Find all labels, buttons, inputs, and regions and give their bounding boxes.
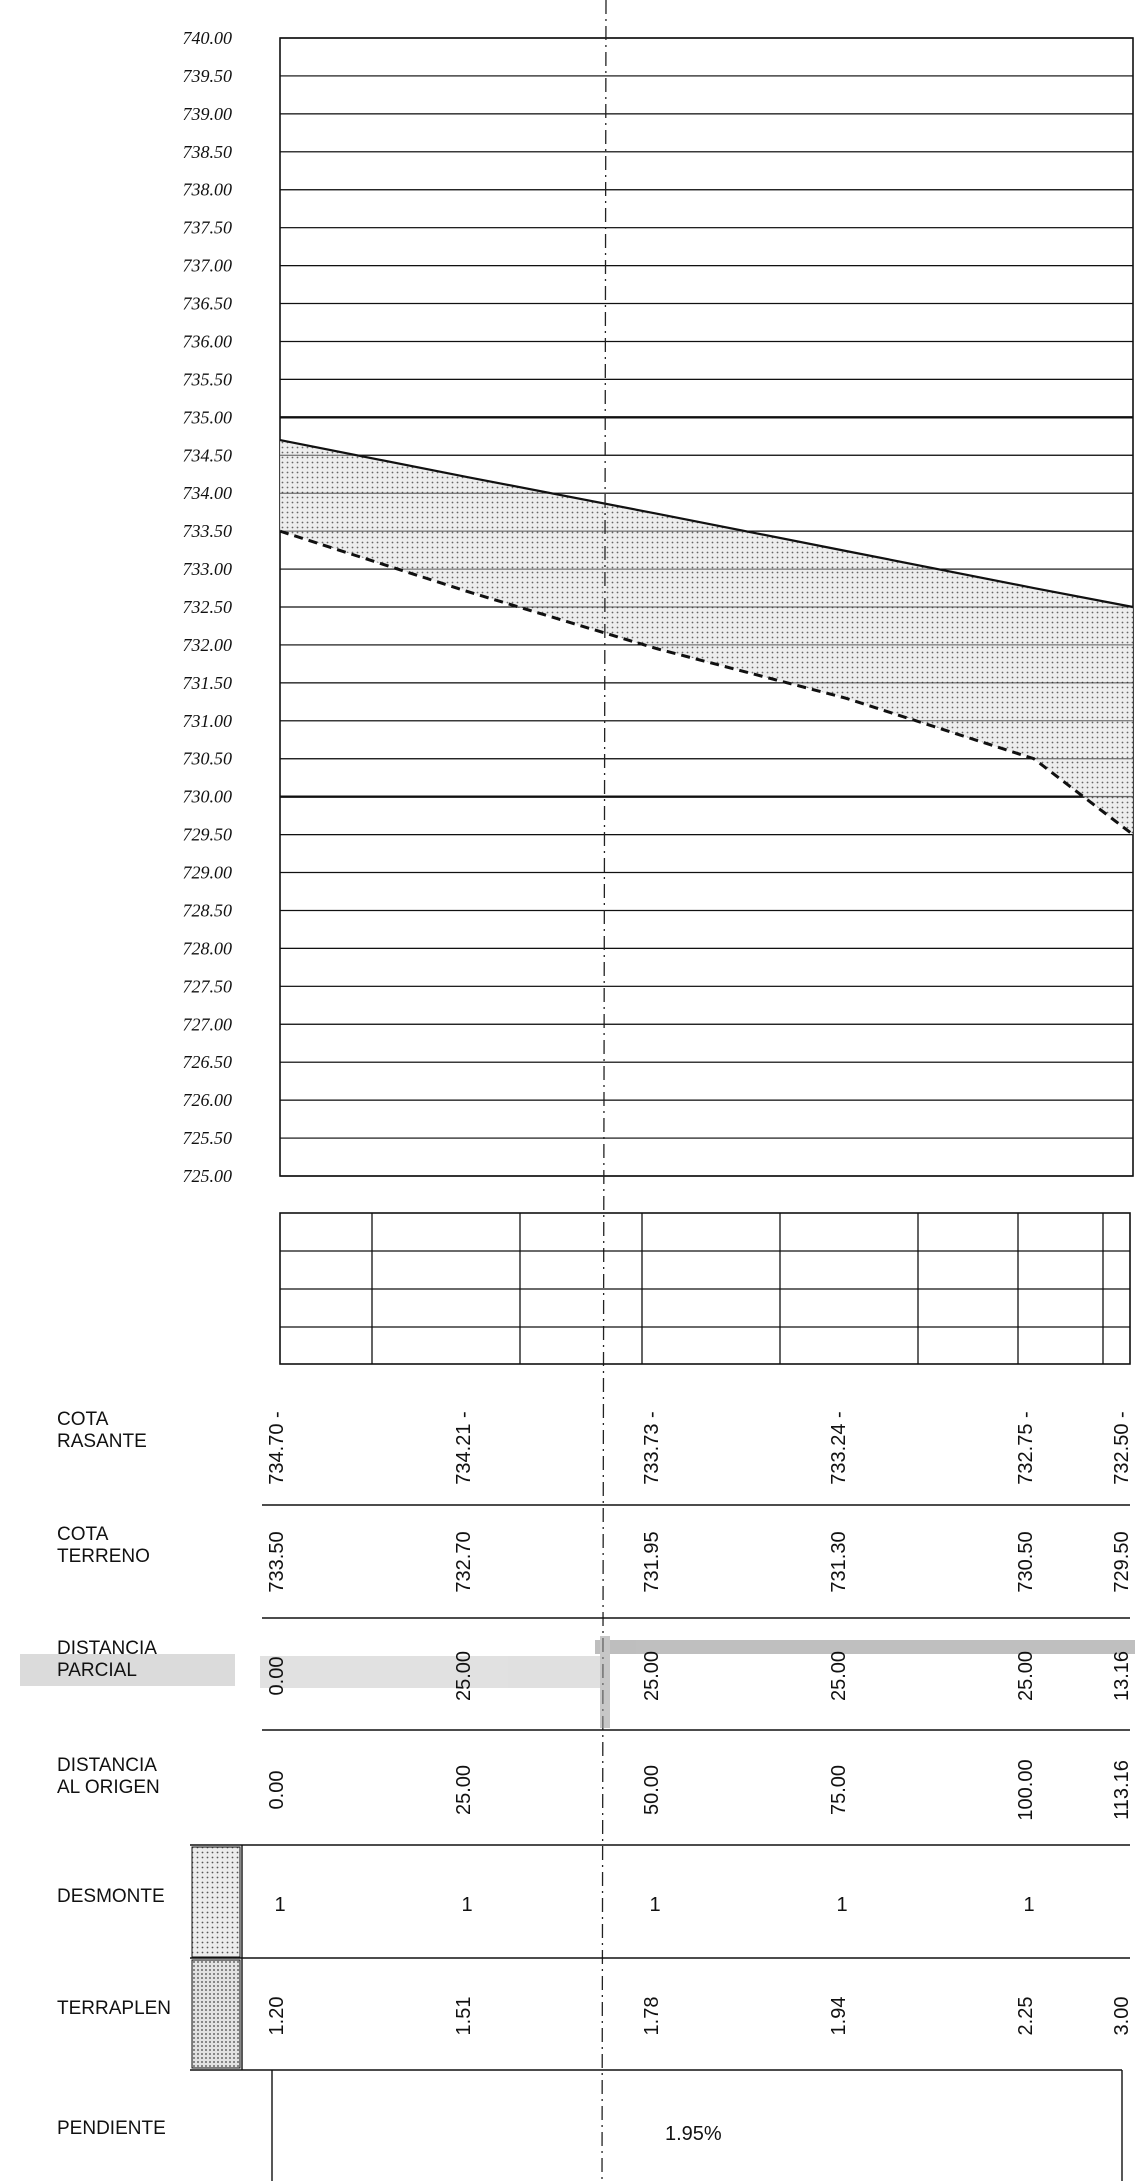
desmonte-legend-swatch [191,1846,241,1958]
table-cell-value: 25.00 [1015,1651,1037,1701]
table-cell-value: 113.16 [1111,1760,1133,1820]
elevation-tick-label: 729.00 [183,863,233,883]
elevation-tick-label: 738.50 [183,142,233,162]
elevation-tick-label: 732.50 [183,597,233,617]
elevation-tick-label: 734.00 [183,483,233,503]
elevation-tick-label: 727.00 [183,1014,233,1034]
table-cell-value: 1 [274,1894,285,1916]
elevation-tick-label: 726.00 [183,1090,233,1110]
table-cell-value: 1 [1023,1894,1034,1916]
table-cell-value: 732.70 [453,1531,475,1592]
pendiente-label: PENDIENTE [57,2118,166,2139]
table-cell-value: 732.75 - [1015,1411,1037,1484]
table-cell-value: 734.21 - [453,1411,475,1484]
table-cell-value: 730.50 [1015,1531,1037,1592]
table-cell-value: 13.16 [1111,1651,1133,1701]
table-cell-value: 2.25 [1015,1997,1037,2036]
elevation-tick-label: 740.00 [183,28,233,48]
elevation-tick-label: 737.50 [183,218,233,238]
row-label: COTA [57,1524,109,1545]
table-cell-value: 732.50 - [1111,1411,1133,1484]
elevation-tick-label: 725.50 [183,1128,233,1148]
table-cell-value: 1.20 [266,1997,288,2036]
scan-noise [20,1636,1135,1728]
table-cell-value: 734.70 - [266,1411,288,1484]
elevation-tick-label: 727.50 [183,976,233,996]
table-cell-value: 25.00 [828,1651,850,1701]
elevation-tick-label: 734.50 [183,445,233,465]
table-cell-value: 1.51 [453,1997,475,2036]
data-table [190,1504,1130,2181]
row-label: DESMONTE [57,1886,165,1907]
table-cell-value: 731.95 [641,1531,663,1592]
elevation-tick-label: 730.50 [183,749,233,769]
row-label: DISTANCIA [57,1755,157,1776]
elevation-tick-label: 738.00 [183,180,233,200]
table-cell-value: 733.24 - [828,1411,850,1484]
elevation-tick-label: 737.00 [183,256,233,276]
elevation-tick-label: 725.00 [183,1166,233,1186]
table-cell-value: 100.00 [1015,1759,1037,1820]
table-cell-value: 0.00 [266,1657,288,1696]
row-label: COTA [57,1409,109,1430]
elevation-tick-label: 728.50 [183,900,233,920]
elevation-tick-label: 735.00 [183,407,233,427]
row-label: PARCIAL [57,1660,137,1681]
table-cell-value: 25.00 [453,1765,475,1815]
terraplen-legend-swatch [191,1959,241,2069]
elevation-tick-label: 729.50 [183,825,233,845]
table-cell-value: 1 [649,1894,660,1916]
elevation-tick-label: 736.00 [183,331,233,351]
table-cell-value: 1 [461,1894,472,1916]
series-rasante-line [279,439,1134,609]
row-label: AL ORIGEN [57,1777,160,1798]
station-axis-line [601,0,607,2181]
elevation-tick-label: 733.00 [183,559,233,579]
table-cell-value: 1 [836,1894,847,1916]
row-label: DISTANCIA [57,1638,157,1659]
table-cell-value: 733.50 [266,1531,288,1592]
table-cell-value: 25.00 [453,1651,475,1701]
elevation-tick-label: 731.50 [183,673,233,693]
profile-series [279,37,1134,1177]
table-cell-value: 0.00 [266,1771,288,1810]
row-label: TERRENO [57,1546,150,1567]
elevation-tick-label: 728.00 [183,938,233,958]
elevation-tick-label: 736.50 [183,294,233,314]
table-cell-value: 731.30 [828,1531,850,1592]
elevation-tick-label: 735.50 [183,369,233,389]
table-cell-value: 729.50 [1111,1531,1133,1592]
elevation-axis-labels: 740.00 739.50 739.00 738.50 738.00 737.50 737.… [183,28,233,1186]
elevation-tick-label: 739.50 [183,66,233,86]
table-cell-value: 50.00 [641,1765,663,1815]
table-cell-value: 3.00 [1111,1997,1133,2036]
elevation-tick-label: 739.00 [183,104,233,124]
elevation-tick-label: 726.50 [183,1052,233,1072]
table-cell-value: 75.00 [828,1765,850,1815]
cut-fill-area [280,440,1133,835]
row-label: TERRAPLEN [57,1998,171,2019]
pendiente-value: 1.95% [665,2123,722,2145]
elevation-tick-label: 731.00 [183,711,233,731]
elevation-tick-label: 733.50 [183,521,233,541]
table-cell-value: 733.73 - [641,1411,663,1484]
table-cell-value: 1.94 [828,1997,850,2036]
table-cell-value: 1.78 [641,1997,663,2036]
elevation-tick-label: 732.00 [183,635,233,655]
blank-grid-table [279,1212,1131,1365]
table-cell-value: 25.00 [641,1651,663,1701]
row-label: RASANTE [57,1431,147,1452]
elevation-tick-label: 730.00 [183,787,233,807]
